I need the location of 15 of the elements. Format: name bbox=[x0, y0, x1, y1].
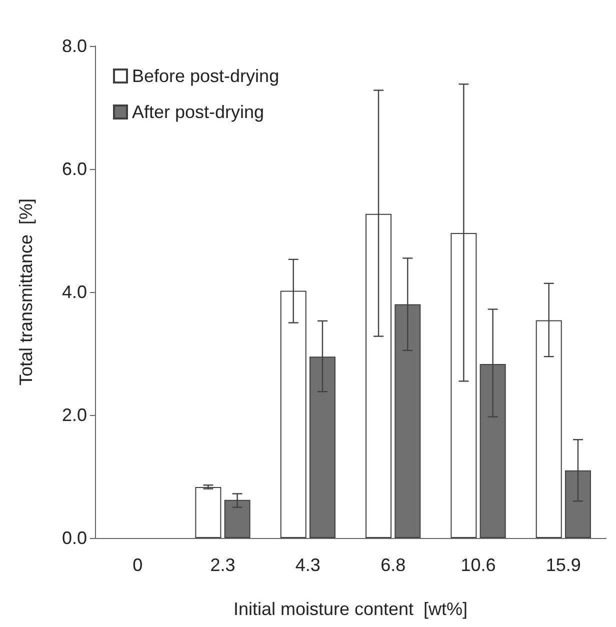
legend-label: After post-drying bbox=[132, 102, 264, 122]
y-tick-label: 6.0 bbox=[62, 159, 87, 179]
y-tick-label: 8.0 bbox=[62, 36, 87, 56]
x-tick-label: 6.8 bbox=[380, 555, 406, 575]
x-tick-label: 15.9 bbox=[546, 555, 581, 575]
x-tick-label: 4.3 bbox=[295, 555, 320, 575]
x-tick-label: 0 bbox=[132, 555, 143, 575]
x-tick-label: 10.6 bbox=[460, 555, 496, 575]
y-tick-label: 4.0 bbox=[62, 282, 87, 302]
x-axis-title: Initial moisture content [wt%] bbox=[233, 599, 468, 619]
legend-label: Before post-drying bbox=[132, 66, 280, 86]
y-tick-label: 0.0 bbox=[62, 528, 87, 548]
y-tick-label: 2.0 bbox=[62, 405, 87, 425]
y-axis-title: Total transmittance [%] bbox=[16, 198, 36, 386]
x-tick-label: 2.3 bbox=[210, 555, 236, 575]
